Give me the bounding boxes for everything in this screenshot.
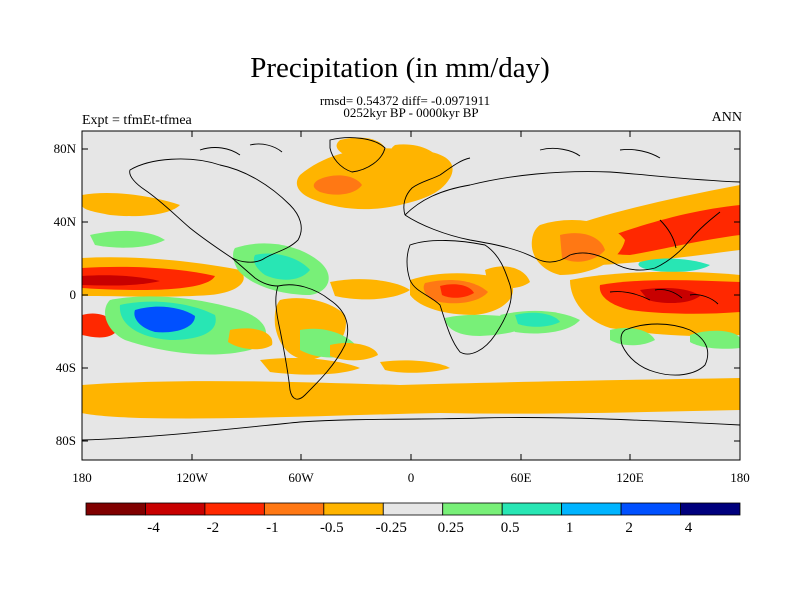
colorbar-swatch: [561, 502, 622, 516]
coast-central-america: [231, 257, 279, 287]
contour-s-pacific-orange-se: [228, 328, 273, 350]
contour-maritime-darkred: [640, 288, 700, 304]
colorbar-label: -2: [206, 520, 220, 536]
coast-japan: [659, 219, 677, 249]
colorbar-swatch: [85, 502, 146, 516]
contour-indian-cyan: [515, 312, 560, 327]
coastlines: [82, 137, 740, 441]
contour-kuroshio-blue: [638, 258, 710, 273]
coast-antarctica: [82, 417, 740, 441]
lat-tick-0: 0: [69, 287, 77, 302]
colorbar-label: -0.5: [319, 520, 344, 536]
colorbar-swatch: [680, 502, 741, 516]
contour-caribbean-cyan: [253, 253, 310, 280]
period-line: 0252kyr BP - 0000kyr BP: [343, 105, 479, 120]
contour-trop-atlantic-orange: [330, 279, 410, 300]
colorbar-swatch: [263, 502, 325, 516]
lon-tick-60w: 60W: [288, 470, 314, 485]
contour-n-america-green: [90, 230, 165, 248]
contour-w-aus-green: [690, 330, 740, 349]
contour-itcz-darkred: [82, 275, 160, 286]
contour-s-pacific-blue: [134, 306, 195, 333]
colorbar-label: -4: [147, 520, 160, 536]
coast-indonesia: [609, 289, 719, 305]
colorbar-swatch: [501, 502, 563, 516]
contour-field: [82, 131, 740, 460]
colorbar: [85, 502, 741, 516]
lon-tick-180w: 180: [72, 470, 92, 485]
lon-tick-120e: 120E: [616, 470, 644, 485]
chart-title: Precipitation (in mm/day): [250, 52, 550, 84]
coast-greenland: [329, 137, 386, 173]
contour-nw-pacific-red: [599, 205, 740, 255]
coast-africa: [406, 240, 512, 355]
lon-tick-0: 0: [407, 470, 415, 485]
season-label: ANN: [711, 110, 742, 125]
colorbar-swatch: [382, 502, 444, 516]
coast-south-america: [275, 284, 349, 400]
coast-australia: [620, 323, 709, 376]
colorbar-swatch: [620, 502, 681, 516]
coast-north-america: [129, 158, 302, 263]
stats-line: rmsd= 0.54372 diff= -0.0971911: [319, 93, 491, 108]
contour-s-atlantic-orange: [330, 343, 378, 361]
colorbar-swatch: [442, 502, 503, 516]
colorbar-label: -0.25: [375, 520, 407, 536]
contour-s-ocean-orange-3: [380, 360, 450, 373]
colorbar-label: 0.25: [437, 520, 464, 536]
colorbar-label: 2: [625, 520, 633, 536]
lon-tick-60e: 60E: [510, 470, 532, 485]
lon-tick-120w: 120W: [176, 470, 208, 485]
colorbar-swatch: [145, 502, 206, 516]
colorbar-swatch: [323, 502, 384, 516]
lat-tick-40s: 40S: [55, 360, 76, 375]
tick-marks: [82, 131, 740, 460]
contour-n-atlantic-darker: [313, 175, 362, 195]
coast-eurasia: [404, 171, 740, 271]
lon-tick-180e: 180: [730, 470, 750, 485]
contour-africa-darkred: [440, 284, 474, 298]
colorbar-swatch: [204, 502, 265, 516]
coast-europe: [403, 157, 471, 216]
lat-tick-80s: 80S: [55, 433, 76, 448]
lat-tick-40n: 40N: [53, 214, 76, 229]
lat-tick-80n: 80N: [53, 141, 76, 156]
colorbar-label: 4: [684, 520, 693, 536]
expt-label: Expt = tfmEt-tfmea: [82, 113, 192, 128]
colorbar-label: -1: [266, 520, 279, 536]
colorbar-label: 1: [565, 520, 574, 536]
contour-ne-pacific-orange: [82, 193, 180, 217]
contour-southern-ocean-orange: [82, 378, 740, 419]
contour-nordic-orange: [390, 144, 440, 170]
coast-arctic-islands: [199, 143, 661, 159]
colorbar-label: 0.5: [500, 520, 520, 536]
contour-greenland-orange: [336, 137, 385, 158]
